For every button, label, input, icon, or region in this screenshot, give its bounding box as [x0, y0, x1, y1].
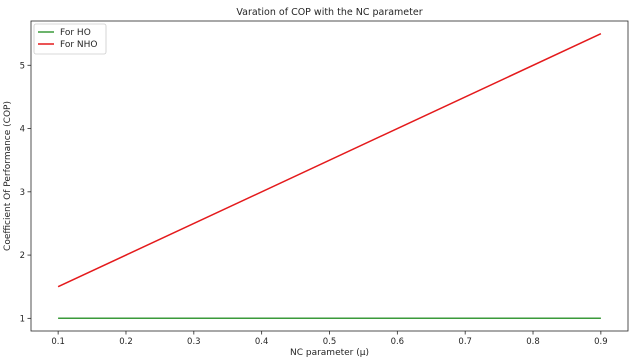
x-tick-label: 0.6	[391, 337, 405, 347]
y-axis-ticks: 1 2 3 4 5	[20, 61, 31, 324]
chart-title: Varation of COP with the NC parameter	[236, 7, 422, 18]
plot-area-frame	[30, 20, 629, 332]
y-tick-label: 4	[20, 125, 25, 135]
y-tick-label: 2	[20, 251, 25, 261]
legend: For HO For NHO	[33, 23, 107, 55]
x-tick-label: 0.1	[51, 337, 65, 347]
y-axis-label: Coefficient Of Performance (COP)	[3, 101, 13, 251]
y-tick-label: 3	[20, 188, 25, 198]
legend-entry: For NHO	[60, 40, 98, 50]
legend-entry: For HO	[60, 28, 91, 38]
x-tick-label: 0.9	[594, 337, 608, 347]
series-line-nho	[57, 33, 602, 288]
x-tick-label: 0.4	[255, 337, 269, 347]
y-tick-label: 5	[20, 61, 25, 71]
x-tick-label: 0.3	[187, 337, 201, 347]
x-axis-ticks: 0.1 0.2 0.3 0.4 0.5 0.6 0.7 0.8 0.9	[51, 331, 608, 347]
x-tick-label: 0.5	[323, 337, 337, 347]
x-tick-label: 0.2	[119, 337, 133, 347]
y-tick-label: 1	[20, 314, 25, 324]
x-axis-label: NC parameter (μ)	[290, 348, 369, 358]
x-tick-label: 0.8	[526, 337, 540, 347]
x-tick-label: 0.7	[458, 337, 472, 347]
series-lines	[57, 33, 602, 320]
